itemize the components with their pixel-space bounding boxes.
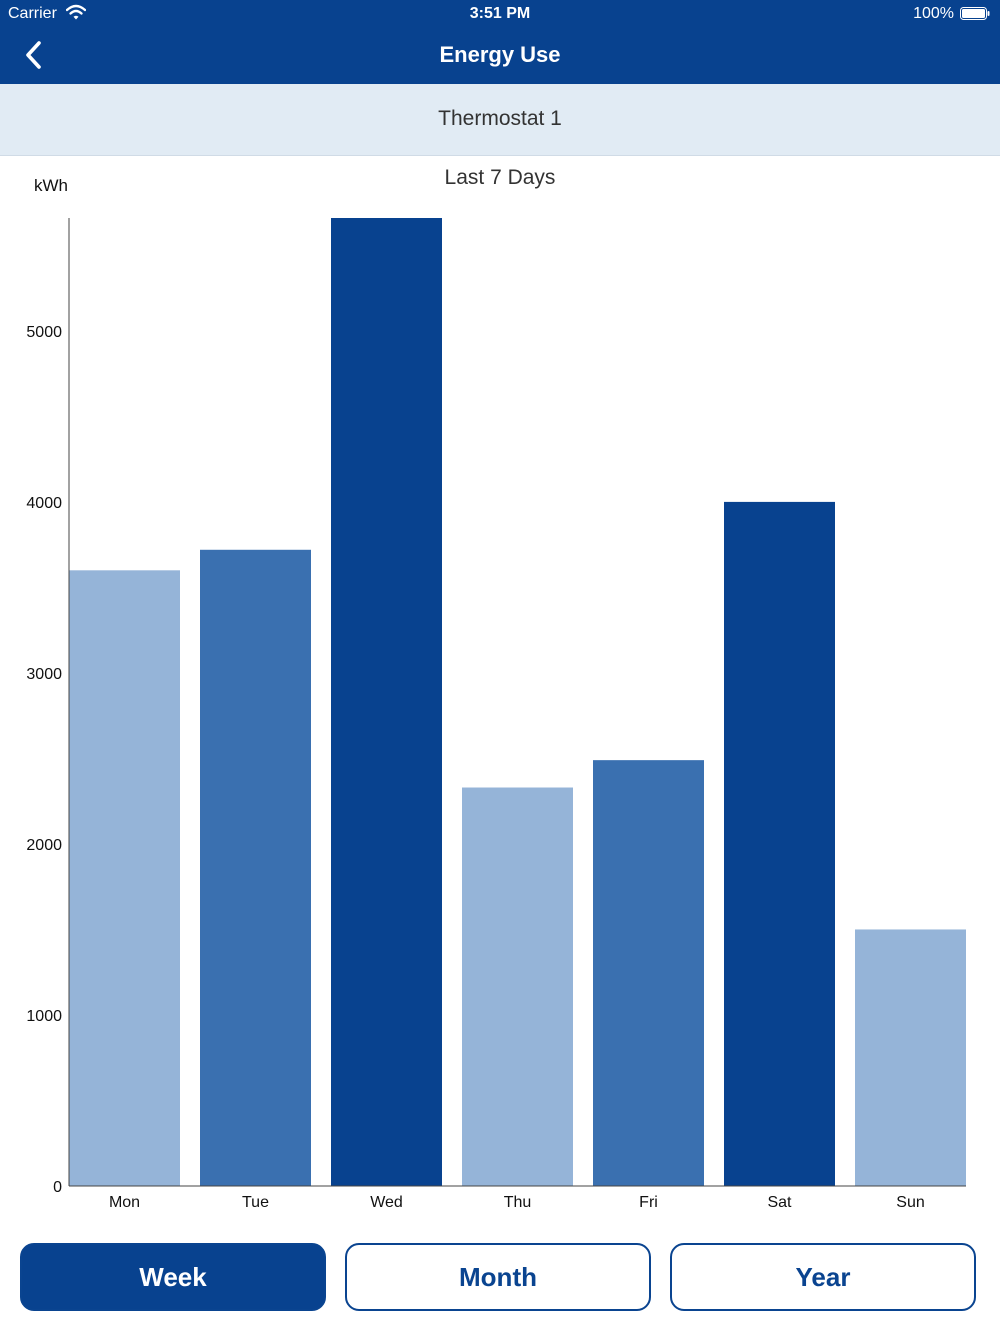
year-button[interactable]: Year: [670, 1243, 976, 1311]
x-tick-label: Thu: [504, 1194, 532, 1211]
carrier-label: Carrier: [8, 5, 57, 22]
x-tick-label: Fri: [639, 1194, 658, 1211]
bar-sun: [855, 929, 966, 1186]
y-tick-label: 0: [53, 1179, 62, 1196]
page-title: Energy Use: [439, 42, 561, 67]
y-tick-label: 3000: [26, 666, 62, 683]
week-button[interactable]: Week: [20, 1243, 326, 1311]
status-bar: Carrier 3:51 PM 100%: [0, 0, 1000, 28]
energy-bar-chart: kWh Mon Tue Wed Thu Fri Sat Sun 0 1000 2000 3000 400…: [26, 176, 966, 1211]
y-tick-label: 5000: [26, 324, 62, 341]
wifi-icon: [66, 4, 86, 20]
bar-fri: [593, 760, 704, 1186]
y-tick-label: 4000: [26, 495, 62, 512]
battery-percent: 100%: [913, 5, 954, 22]
y-tick-label: 2000: [26, 837, 62, 854]
bar-tue: [200, 549, 311, 1186]
month-button[interactable]: Month: [345, 1243, 651, 1311]
bar-mon: [69, 570, 180, 1186]
back-chevron-icon[interactable]: [22, 40, 46, 70]
status-time: 3:51 PM: [469, 5, 531, 22]
bar-sat: [724, 501, 835, 1186]
device-name: Thermostat 1: [438, 107, 562, 130]
device-header: Thermostat 1: [0, 84, 1000, 156]
x-tick-label: Sat: [767, 1194, 792, 1211]
x-tick-label: Wed: [370, 1194, 403, 1211]
bar-thu: [462, 787, 573, 1186]
bar-wed: [331, 218, 442, 1186]
x-tick-label: Sun: [896, 1194, 924, 1211]
battery-icon: [960, 7, 990, 20]
y-axis-label: kWh: [34, 176, 68, 195]
y-tick-label: 1000: [26, 1008, 62, 1025]
navigation-bar: Energy Use: [0, 28, 1000, 84]
x-tick-label: Mon: [109, 1194, 140, 1211]
period-label: Last 7 Days: [444, 166, 556, 189]
x-tick-label: Tue: [242, 1194, 269, 1211]
